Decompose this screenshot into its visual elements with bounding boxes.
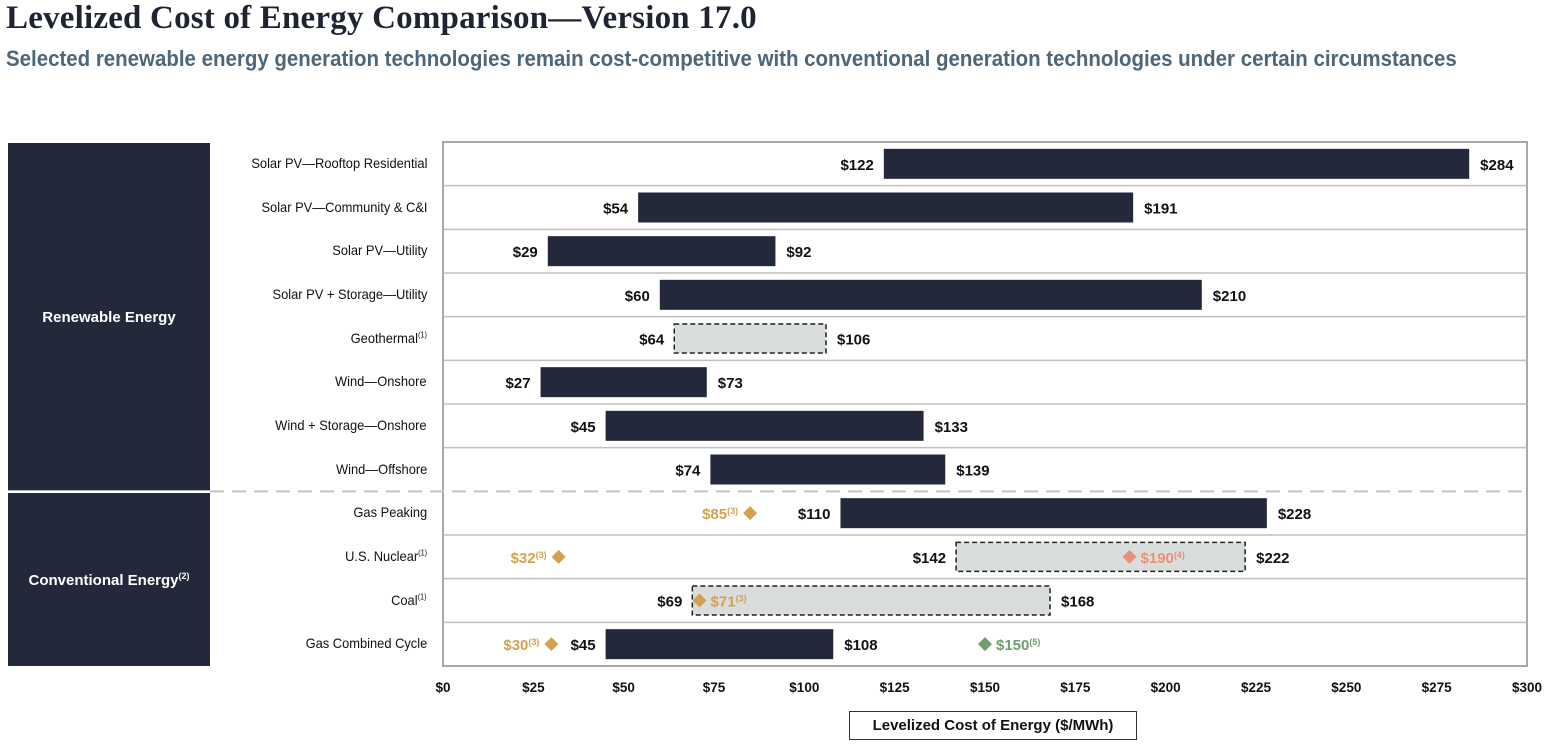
x-tick-label: $75 — [703, 680, 726, 695]
category-label: Solar PV—Rooftop Residential — [250, 154, 427, 171]
range-bar — [547, 236, 776, 267]
page-subtitle: Selected renewable energy generation tec… — [6, 46, 1457, 71]
diamond-marker-icon — [743, 506, 758, 521]
marker-label: $190(4) — [1141, 550, 1185, 567]
x-tick-label: $50 — [612, 680, 635, 695]
x-tick-label: $225 — [1241, 680, 1272, 695]
group-label: Renewable Energy — [42, 308, 176, 326]
marker-label: $150(5) — [996, 637, 1040, 654]
range-bar — [883, 148, 1470, 179]
category-label: Solar PV + Storage—Utility — [272, 285, 427, 302]
category-label: Wind—Offshore — [335, 460, 427, 477]
low-value-label: $110 — [798, 506, 831, 523]
marker-label: $71(3) — [711, 594, 747, 611]
category-label: Wind + Storage—Onshore — [275, 416, 427, 433]
range-bar-dashed — [955, 541, 1246, 573]
x-tick-label: $100 — [789, 680, 819, 695]
range-bar — [540, 367, 707, 398]
low-value-label: $60 — [625, 288, 650, 305]
category-label: Geothermal(1) — [350, 329, 427, 346]
low-value-label: $122 — [840, 157, 873, 174]
low-value-label: $45 — [571, 419, 596, 436]
high-value-label: $106 — [837, 332, 870, 349]
low-value-label: $45 — [571, 637, 596, 654]
diamond-marker-icon — [544, 637, 559, 652]
range-bar-dashed — [673, 323, 827, 354]
category-label: Coal(1) — [391, 591, 427, 608]
x-tick-label: $200 — [1151, 680, 1181, 695]
category-label: Wind—Onshore — [335, 373, 427, 390]
low-value-label: $64 — [639, 332, 665, 349]
diamond-marker-icon — [692, 593, 707, 608]
category-label: Solar PV—Utility — [331, 242, 427, 259]
high-value-label: $108 — [844, 637, 877, 654]
group-renewable-energy: Renewable Energy — [8, 143, 210, 491]
group-conventional-energy: Conventional Energy(2) — [8, 493, 210, 666]
x-tick-label: $150 — [970, 680, 1000, 695]
low-value-label: $54 — [603, 201, 629, 218]
range-bar-dashed — [691, 585, 1051, 616]
high-value-label: $73 — [718, 375, 743, 392]
marker-label: $30(3) — [503, 637, 539, 654]
range-bar — [659, 279, 1202, 310]
marker-label: $85(3) — [702, 506, 738, 523]
x-axis-title: Levelized Cost of Energy ($/MWh) — [849, 711, 1137, 740]
group-footnote: (2) — [178, 570, 190, 581]
range-bar — [605, 410, 924, 441]
low-value-label: $27 — [506, 375, 531, 392]
diamond-marker-icon — [1122, 549, 1137, 564]
low-value-label: $29 — [513, 244, 538, 261]
high-value-label: $228 — [1278, 506, 1311, 523]
x-tick-label: $300 — [1512, 680, 1542, 695]
low-value-label: $74 — [675, 463, 701, 480]
category-label: Solar PV—Community & C&I — [260, 198, 427, 215]
low-value-label: $69 — [657, 594, 682, 611]
high-value-label: $133 — [935, 419, 968, 436]
x-tick-label: $0 — [435, 680, 450, 695]
high-value-label: $222 — [1256, 550, 1289, 567]
marker-label: $32(3) — [511, 550, 547, 567]
category-label: U.S. Nuclear(1) — [344, 547, 427, 564]
high-value-label: $191 — [1144, 201, 1177, 218]
high-value-label: $139 — [956, 463, 989, 480]
x-tick-label: $125 — [880, 680, 911, 695]
category-label: Gas Peaking — [353, 504, 427, 521]
range-bar — [840, 498, 1267, 529]
category-label: Gas Combined Cycle — [305, 635, 427, 652]
x-tick-label: $250 — [1331, 680, 1361, 695]
page-title: Levelized Cost of Energy Comparison—Vers… — [6, 0, 757, 36]
x-tick-label: $25 — [522, 680, 545, 695]
range-bar — [710, 454, 946, 485]
diamond-marker-icon — [551, 549, 566, 564]
diamond-marker-icon — [978, 637, 992, 652]
x-tick-label: $175 — [1060, 680, 1091, 695]
range-bar — [638, 192, 1134, 223]
high-value-label: $168 — [1061, 594, 1094, 611]
range-bar — [605, 629, 834, 660]
high-value-label: $210 — [1213, 288, 1246, 305]
high-value-label: $92 — [786, 244, 811, 261]
high-value-label: $284 — [1480, 157, 1514, 174]
group-label: Conventional Energy — [28, 571, 179, 589]
x-tick-label: $275 — [1422, 680, 1453, 695]
low-value-label: $142 — [913, 550, 946, 567]
